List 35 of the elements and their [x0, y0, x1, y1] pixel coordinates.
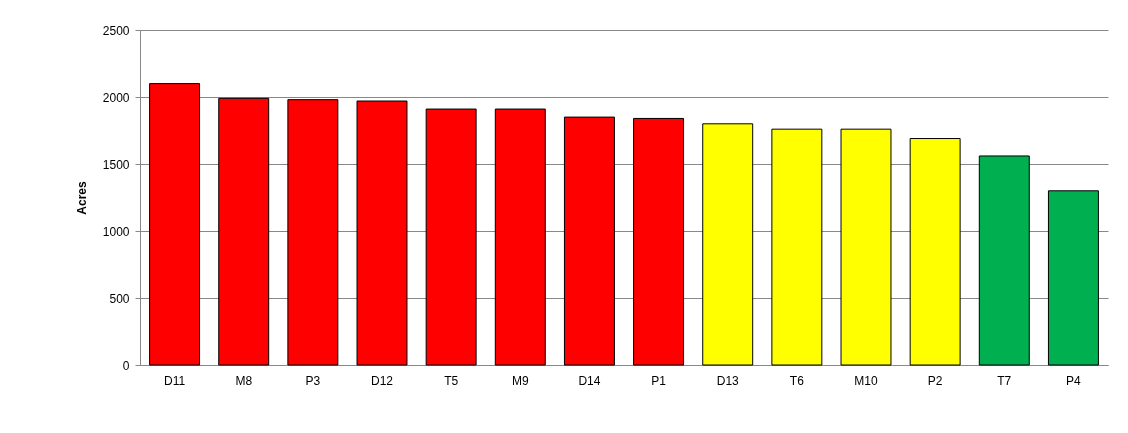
x-tick-label: P3: [305, 373, 321, 388]
bar: [909, 138, 961, 366]
y-tick-label: 0: [122, 358, 130, 373]
bar: [425, 108, 477, 366]
y-tick-label: 1500: [102, 157, 130, 172]
x-tick-label: D11: [164, 373, 186, 388]
y-tick-label: 1000: [102, 224, 130, 239]
bar: [978, 155, 1030, 366]
bar: [218, 97, 270, 366]
bar: [702, 123, 754, 366]
x-tick-label: P4: [1066, 373, 1082, 388]
bar: [840, 128, 892, 366]
bar: [563, 116, 615, 366]
x-tick-label: M9: [511, 373, 529, 388]
x-tick-label: P1: [651, 373, 667, 388]
bar: [356, 100, 408, 366]
x-tick-label: M10: [854, 373, 878, 388]
bar: [633, 117, 685, 366]
bar: [494, 108, 546, 366]
bar: [1047, 190, 1099, 366]
bar: [287, 99, 339, 366]
y-tick-label: 2000: [102, 90, 130, 105]
y-axis-title: Acres: [74, 181, 89, 215]
x-tick-label: M8: [235, 373, 253, 388]
x-tick-label: P2: [927, 373, 943, 388]
x-tick-label: D12: [370, 373, 394, 388]
x-tick-label: T7: [997, 373, 1012, 388]
y-tick-label: 2500: [102, 23, 130, 38]
bar: [149, 83, 201, 366]
x-tick-label: T6: [789, 373, 805, 388]
y-tick-label: 500: [109, 291, 130, 306]
x-tick-label: D14: [578, 373, 601, 388]
bar: [771, 128, 823, 366]
x-tick-label: D13: [716, 373, 740, 388]
x-tick-label: T5: [444, 373, 459, 388]
